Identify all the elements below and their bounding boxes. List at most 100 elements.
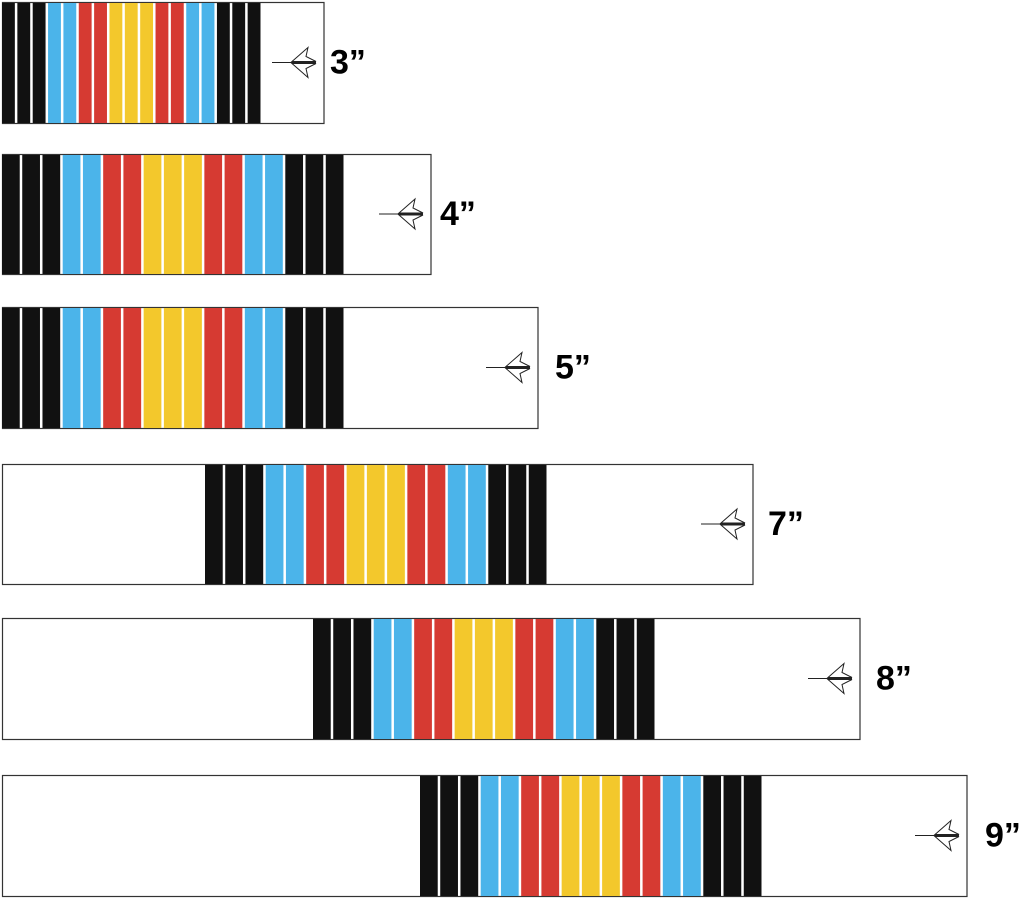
stripe xyxy=(184,155,202,274)
fletch-top xyxy=(504,351,531,367)
stripe xyxy=(508,465,527,584)
fletch-top xyxy=(826,662,853,678)
stripe xyxy=(305,308,324,428)
stripe xyxy=(723,776,742,896)
stripe xyxy=(306,465,324,584)
stripe xyxy=(683,776,701,896)
stripe xyxy=(427,465,446,584)
stripe xyxy=(495,619,513,739)
stripe xyxy=(143,308,162,428)
stripe xyxy=(170,3,184,123)
stripe xyxy=(743,776,762,896)
stripe xyxy=(186,3,200,123)
stripe xyxy=(244,308,263,428)
arrow-icon xyxy=(701,507,746,541)
fletch-top xyxy=(719,507,746,524)
fletch-top xyxy=(933,819,960,835)
size-label: 4” xyxy=(440,195,476,233)
stripe xyxy=(581,776,600,896)
size-label: 3” xyxy=(330,43,366,81)
stripe xyxy=(17,3,31,123)
stripe xyxy=(225,465,243,584)
stripe xyxy=(94,3,107,123)
stripe xyxy=(32,3,46,123)
stripe xyxy=(636,619,655,739)
stripe xyxy=(22,155,40,274)
stripe xyxy=(143,155,162,274)
stripe xyxy=(82,155,101,274)
stripe xyxy=(204,155,223,274)
arrow-icon xyxy=(486,351,531,384)
stripe xyxy=(576,619,594,739)
stripe xyxy=(201,3,215,123)
stripe xyxy=(440,776,458,896)
fletch-bottom xyxy=(397,214,424,231)
stripe xyxy=(414,619,432,739)
stripe xyxy=(285,308,304,428)
stripe xyxy=(123,308,142,428)
stripe xyxy=(62,155,81,274)
stripe xyxy=(78,3,92,123)
wrap: 8” xyxy=(1,617,912,741)
stripe xyxy=(488,465,507,584)
stripe xyxy=(555,619,574,739)
stripe xyxy=(460,776,479,896)
stripe xyxy=(265,155,283,274)
stripe xyxy=(247,3,261,123)
stripe xyxy=(616,619,635,739)
fletch-bottom xyxy=(504,368,531,384)
stripe xyxy=(244,155,263,274)
fletch-bottom xyxy=(719,524,746,541)
stripe xyxy=(541,776,560,896)
arrow-icon xyxy=(272,46,317,79)
wrap: 5” xyxy=(1,306,591,430)
stripe xyxy=(468,465,486,584)
size-label: 5” xyxy=(555,348,591,386)
stripe xyxy=(22,308,40,428)
stripe xyxy=(109,3,123,123)
fletch-bottom xyxy=(826,679,853,695)
stripe xyxy=(454,619,473,739)
stripe xyxy=(63,3,77,123)
stripe xyxy=(124,3,138,123)
wrap: 3” xyxy=(1,1,366,125)
arrow-icon xyxy=(915,819,960,852)
fletch-bottom xyxy=(290,63,317,79)
stripe xyxy=(420,776,438,896)
stripe xyxy=(2,3,15,123)
stripe xyxy=(103,308,121,428)
stripe xyxy=(528,465,547,584)
stripe xyxy=(305,155,324,274)
stripe xyxy=(163,155,182,274)
stripe xyxy=(642,776,661,896)
stripe xyxy=(622,776,641,896)
stripe xyxy=(62,308,81,428)
stripe xyxy=(205,465,223,584)
size-label: 9” xyxy=(985,816,1021,854)
stripe xyxy=(232,3,246,123)
stripe xyxy=(2,308,20,428)
stripe xyxy=(387,465,405,584)
stripe xyxy=(245,465,264,584)
stripe xyxy=(366,465,385,584)
stripe xyxy=(48,3,61,123)
wrap: 4” xyxy=(1,153,476,276)
stripe xyxy=(602,776,620,896)
wrap: 9” xyxy=(1,774,1021,898)
stripe xyxy=(353,619,372,739)
stripe xyxy=(325,308,344,428)
stripe xyxy=(373,619,392,739)
size-label: 7” xyxy=(768,505,804,543)
stripe xyxy=(500,776,519,896)
stripe xyxy=(184,308,202,428)
stripe xyxy=(204,308,223,428)
fletch-bottom xyxy=(933,836,960,852)
stripe xyxy=(103,155,121,274)
fletch-top xyxy=(290,46,317,62)
stripe xyxy=(447,465,466,584)
stripe xyxy=(224,308,243,428)
stripe xyxy=(216,3,230,123)
stripe xyxy=(535,619,554,739)
stripe xyxy=(82,308,101,428)
